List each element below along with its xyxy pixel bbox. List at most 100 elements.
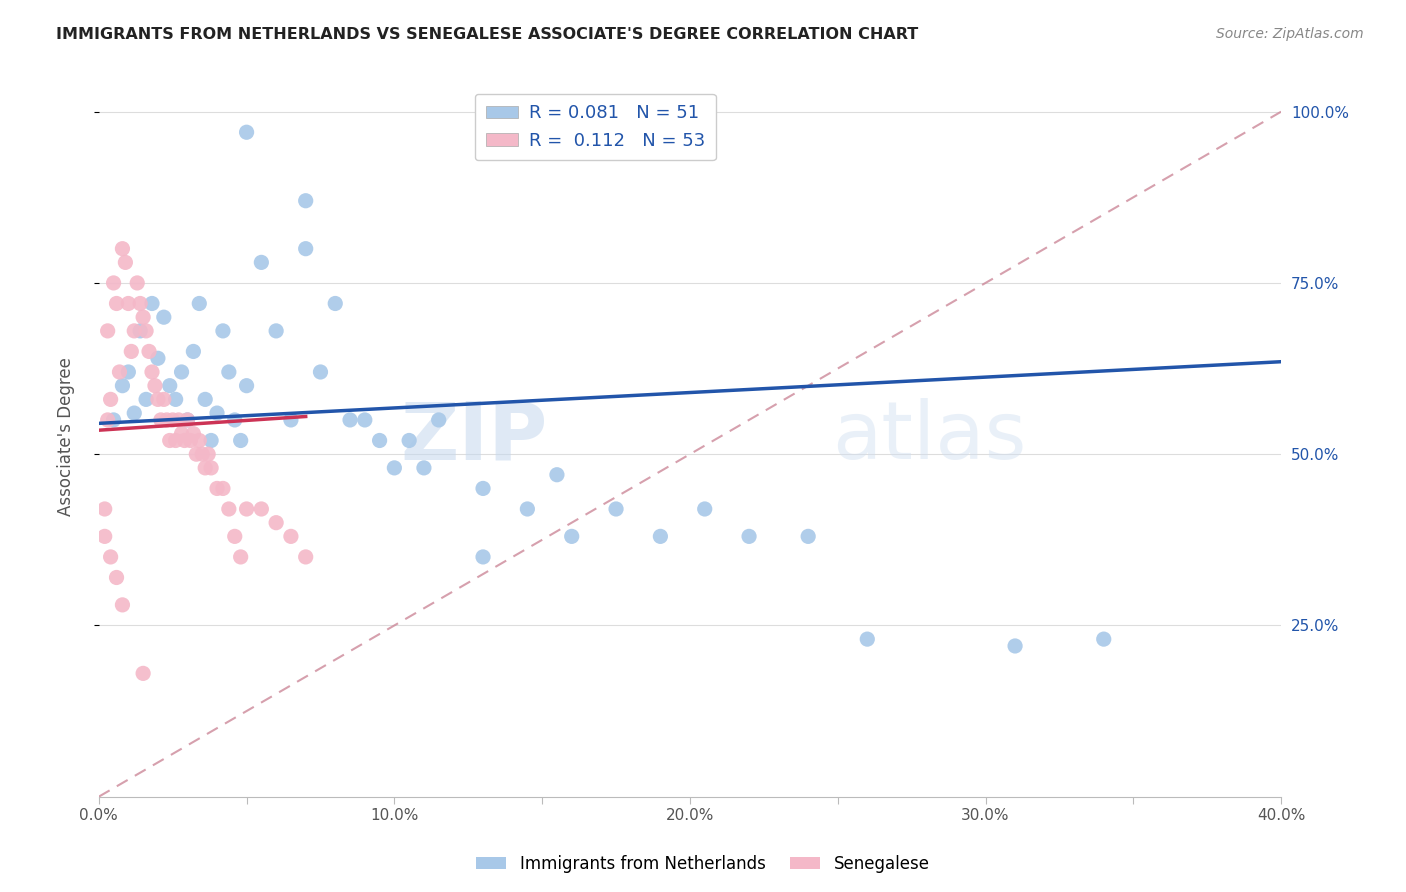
- Point: [229, 434, 252, 448]
- Point: [856, 632, 879, 647]
- Text: atlas: atlas: [832, 398, 1026, 476]
- Point: [224, 529, 246, 543]
- Point: [176, 413, 198, 427]
- Point: [170, 365, 193, 379]
- Point: [191, 447, 214, 461]
- Point: [141, 296, 163, 310]
- Point: [111, 378, 134, 392]
- Point: [339, 413, 361, 427]
- Point: [93, 529, 115, 543]
- Point: [309, 365, 332, 379]
- Point: [224, 413, 246, 427]
- Point: [294, 242, 316, 256]
- Point: [156, 413, 179, 427]
- Point: [188, 434, 211, 448]
- Point: [250, 255, 273, 269]
- Point: [294, 194, 316, 208]
- Point: [138, 344, 160, 359]
- Point: [159, 378, 181, 392]
- Point: [738, 529, 761, 543]
- Point: [382, 461, 405, 475]
- Point: [103, 276, 125, 290]
- Point: [170, 426, 193, 441]
- Point: [117, 365, 139, 379]
- Point: [165, 392, 187, 407]
- Point: [165, 434, 187, 448]
- Point: [105, 570, 128, 584]
- Point: [1004, 639, 1026, 653]
- Point: [516, 502, 538, 516]
- Point: [229, 549, 252, 564]
- Point: [413, 461, 436, 475]
- Point: [146, 351, 169, 366]
- Legend: R = 0.081   N = 51, R =  0.112   N = 53: R = 0.081 N = 51, R = 0.112 N = 53: [475, 94, 716, 161]
- Point: [250, 502, 273, 516]
- Point: [472, 549, 495, 564]
- Point: [186, 447, 208, 461]
- Point: [132, 310, 155, 325]
- Point: [235, 378, 257, 392]
- Point: [108, 365, 131, 379]
- Point: [146, 392, 169, 407]
- Point: [127, 276, 149, 290]
- Point: [93, 502, 115, 516]
- Point: [650, 529, 672, 543]
- Point: [280, 529, 302, 543]
- Point: [294, 549, 316, 564]
- Point: [561, 529, 583, 543]
- Point: [111, 598, 134, 612]
- Point: [197, 447, 219, 461]
- Point: [117, 296, 139, 310]
- Point: [194, 461, 217, 475]
- Point: [280, 413, 302, 427]
- Point: [472, 482, 495, 496]
- Point: [205, 482, 228, 496]
- Point: [153, 392, 176, 407]
- Point: [797, 529, 820, 543]
- Point: [176, 413, 198, 427]
- Point: [122, 406, 145, 420]
- Point: [129, 296, 152, 310]
- Point: [103, 413, 125, 427]
- Text: ZIP: ZIP: [401, 398, 548, 476]
- Point: [173, 434, 195, 448]
- Point: [218, 365, 240, 379]
- Point: [97, 413, 120, 427]
- Point: [111, 242, 134, 256]
- Point: [153, 310, 176, 325]
- Point: [129, 324, 152, 338]
- Point: [167, 413, 190, 427]
- Point: [114, 255, 136, 269]
- Text: IMMIGRANTS FROM NETHERLANDS VS SENEGALESE ASSOCIATE'S DEGREE CORRELATION CHART: IMMIGRANTS FROM NETHERLANDS VS SENEGALES…: [56, 27, 918, 42]
- Point: [143, 378, 166, 392]
- Point: [179, 434, 201, 448]
- Point: [212, 324, 235, 338]
- Point: [605, 502, 627, 516]
- Point: [368, 434, 391, 448]
- Point: [398, 434, 420, 448]
- Point: [100, 549, 122, 564]
- Point: [97, 324, 120, 338]
- Point: [323, 296, 346, 310]
- Point: [205, 406, 228, 420]
- Point: [183, 344, 205, 359]
- Point: [693, 502, 716, 516]
- Point: [200, 434, 222, 448]
- Point: [235, 502, 257, 516]
- Y-axis label: Associate's Degree: Associate's Degree: [58, 358, 75, 516]
- Point: [264, 324, 287, 338]
- Legend: Immigrants from Netherlands, Senegalese: Immigrants from Netherlands, Senegalese: [470, 848, 936, 880]
- Point: [135, 392, 157, 407]
- Point: [162, 413, 184, 427]
- Point: [264, 516, 287, 530]
- Point: [122, 324, 145, 338]
- Point: [132, 666, 155, 681]
- Point: [218, 502, 240, 516]
- Point: [149, 413, 172, 427]
- Point: [194, 392, 217, 407]
- Point: [427, 413, 450, 427]
- Point: [188, 296, 211, 310]
- Point: [1092, 632, 1115, 647]
- Point: [235, 125, 257, 139]
- Point: [212, 482, 235, 496]
